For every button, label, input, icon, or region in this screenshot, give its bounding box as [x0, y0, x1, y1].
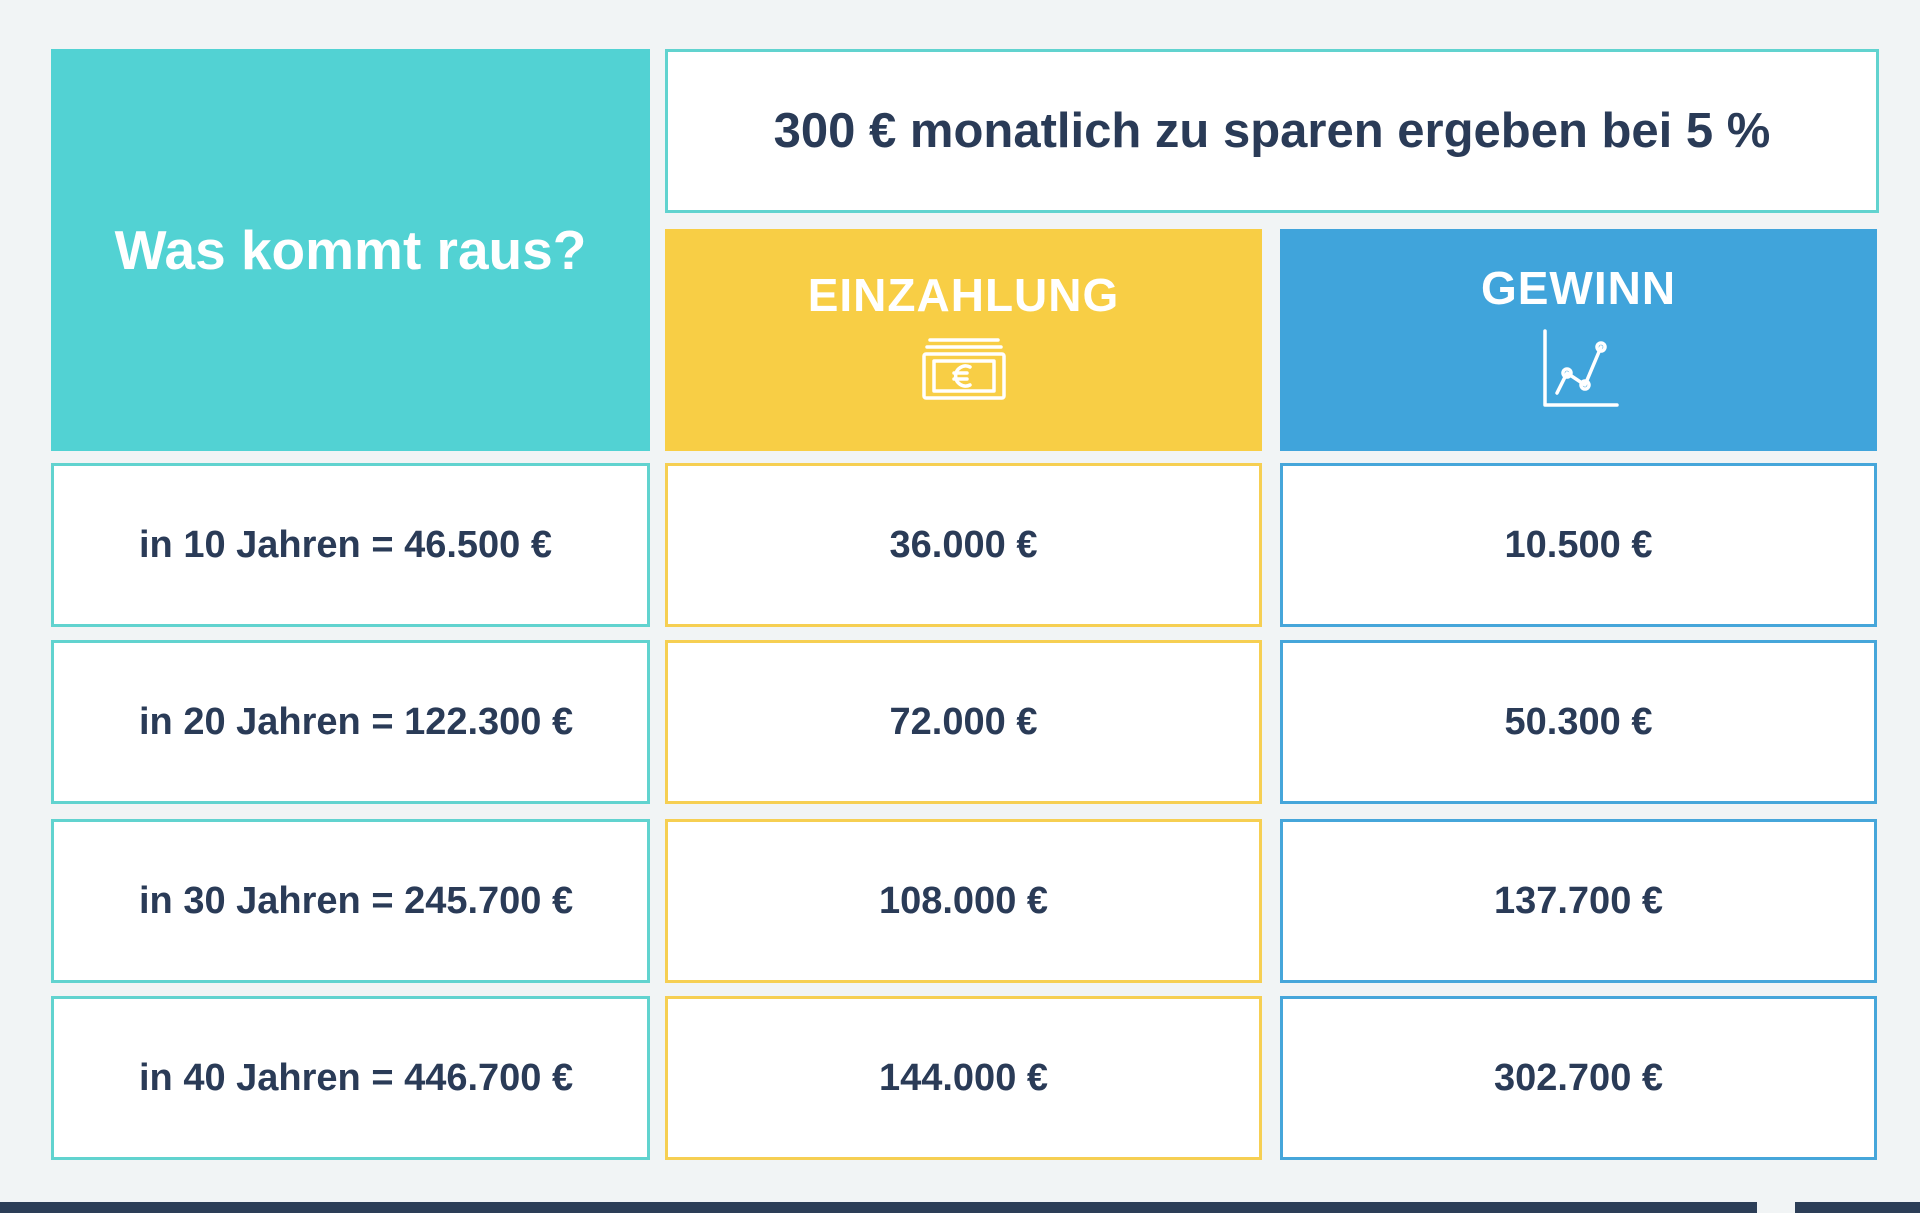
column-label-einzahlung: EINZAHLUNG: [807, 268, 1120, 321]
euro-banknotes-icon: [921, 336, 1006, 413]
footer-bar: [0, 1202, 1757, 1213]
table-header: 300 € monatlich zu sparen ergeben bei 5 …: [665, 49, 1879, 213]
line-chart-icon: [1539, 328, 1619, 420]
einzahlung-value: 36.000 €: [665, 463, 1262, 627]
gewinn-value: 10.500 €: [1280, 463, 1877, 627]
einzahlung-value: 108.000 €: [665, 819, 1262, 983]
einzahlung-value: 144.000 €: [665, 996, 1262, 1160]
row-label: in 10 Jahren = 46.500 €: [51, 463, 650, 627]
row-label: in 40 Jahren = 446.700 €: [51, 996, 650, 1160]
column-label-gewinn: GEWINN: [1480, 261, 1677, 314]
table-title: Was kommt raus?: [51, 49, 650, 451]
einzahlung-value: 72.000 €: [665, 640, 1262, 804]
row-label: in 30 Jahren = 245.700 €: [51, 819, 650, 983]
column-header-einzahlung: EINZAHLUNG: [665, 229, 1262, 451]
gewinn-value: 302.700 €: [1280, 996, 1877, 1160]
gewinn-value: 137.700 €: [1280, 819, 1877, 983]
gewinn-value: 50.300 €: [1280, 640, 1877, 804]
column-header-gewinn: GEWINN: [1280, 229, 1877, 451]
row-label: in 20 Jahren = 122.300 €: [51, 640, 650, 804]
footer-bar-segment: [1795, 1202, 1920, 1213]
